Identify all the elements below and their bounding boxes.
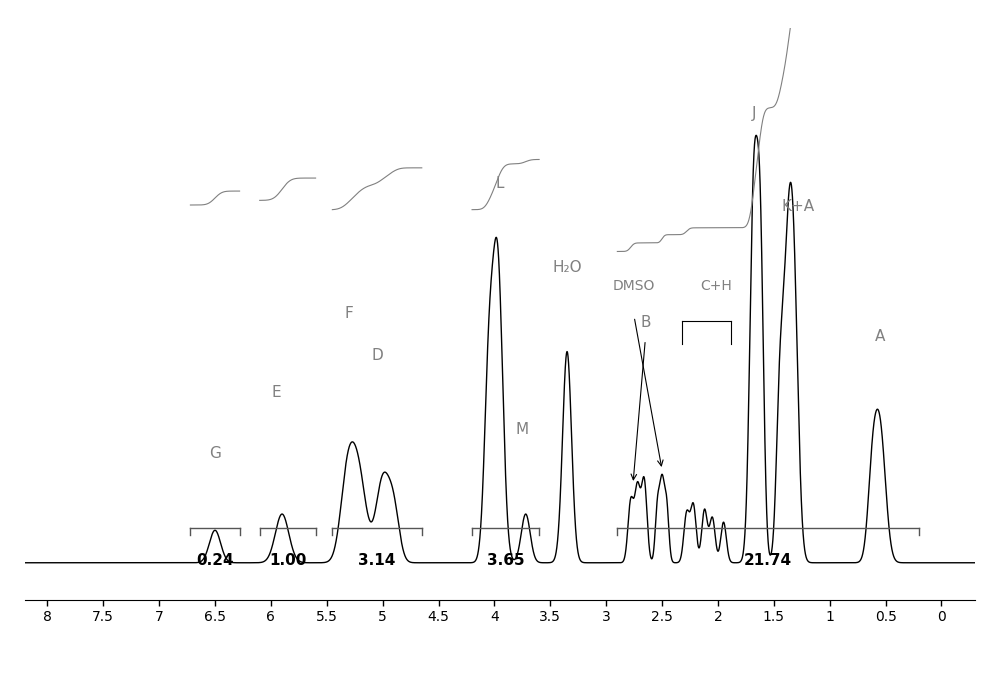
Text: K+A: K+A [782,199,815,214]
Text: 0.24: 0.24 [196,553,234,569]
Text: L: L [496,176,504,191]
Text: 1.00: 1.00 [269,553,306,569]
Text: B: B [640,316,651,330]
Text: G: G [209,446,221,460]
Text: A: A [875,329,885,345]
Text: 3.65: 3.65 [487,553,524,569]
Text: J: J [751,106,756,121]
Text: F: F [345,306,353,321]
Text: 3.14: 3.14 [358,553,396,569]
Text: M: M [516,423,529,437]
Text: C+H: C+H [700,279,732,293]
Text: E: E [272,385,281,400]
Text: DMSO: DMSO [613,279,655,293]
Text: D: D [371,348,383,363]
Text: 21.74: 21.74 [744,553,792,569]
Text: H₂O: H₂O [552,260,582,275]
